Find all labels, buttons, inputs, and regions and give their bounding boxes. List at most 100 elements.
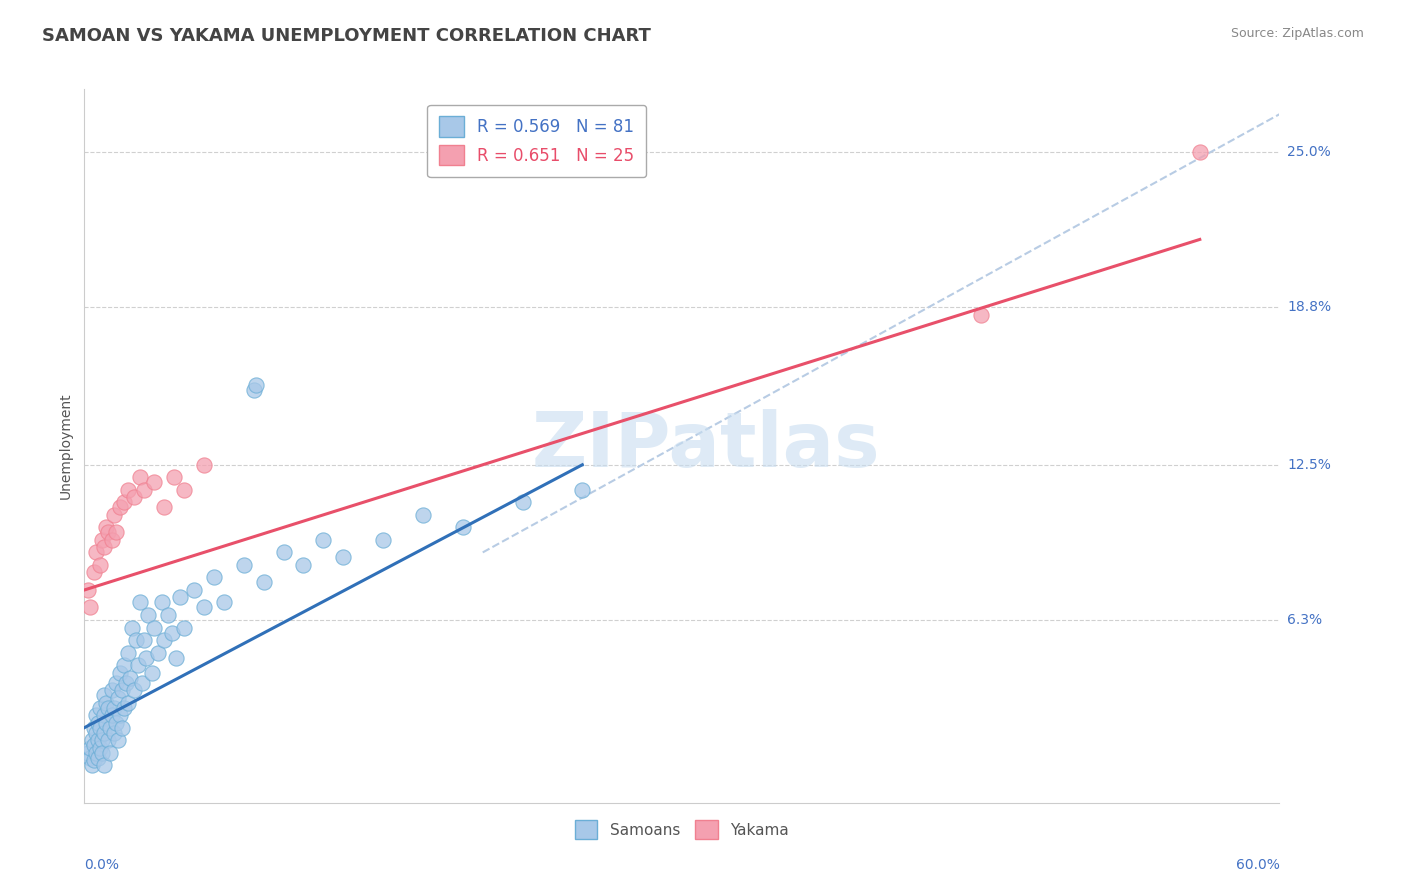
Point — [245, 377, 267, 392]
Point — [89, 558, 111, 572]
Point — [970, 308, 993, 322]
Point — [105, 715, 128, 730]
Legend: Samoans, Yakama: Samoans, Yakama — [568, 814, 796, 845]
Point — [127, 658, 149, 673]
Point — [141, 665, 163, 680]
Point — [93, 725, 115, 739]
Point — [312, 533, 335, 547]
Point — [91, 533, 114, 547]
Point — [101, 683, 124, 698]
Point — [82, 733, 104, 747]
Point — [91, 733, 114, 747]
Point — [512, 495, 534, 509]
Point — [86, 708, 108, 723]
Point — [163, 470, 186, 484]
Point — [111, 721, 134, 735]
Point — [451, 520, 474, 534]
Point — [103, 725, 125, 739]
Point — [79, 600, 101, 615]
Point — [101, 708, 124, 723]
Point — [122, 491, 145, 505]
Point — [112, 700, 135, 714]
Point — [112, 658, 135, 673]
Point — [98, 746, 121, 760]
Point — [87, 733, 110, 747]
Point — [117, 483, 139, 497]
Point — [212, 595, 235, 609]
Point — [93, 758, 115, 772]
Point — [131, 675, 153, 690]
Point — [153, 633, 176, 648]
Point — [110, 708, 132, 723]
Point — [193, 600, 215, 615]
Point — [83, 566, 105, 580]
Point — [96, 520, 118, 534]
Point — [107, 733, 129, 747]
Point — [83, 738, 105, 752]
Point — [173, 483, 195, 497]
Point — [93, 688, 115, 702]
Point — [202, 570, 225, 584]
Point — [132, 633, 156, 648]
Text: 25.0%: 25.0% — [1288, 145, 1331, 159]
Point — [96, 715, 118, 730]
Point — [173, 621, 195, 635]
Point — [89, 740, 111, 755]
Point — [121, 621, 143, 635]
Point — [160, 625, 183, 640]
Point — [373, 533, 395, 547]
Point — [86, 746, 108, 760]
Point — [273, 545, 295, 559]
Point — [135, 650, 157, 665]
Text: 60.0%: 60.0% — [1236, 858, 1279, 871]
Point — [83, 753, 105, 767]
Point — [93, 708, 115, 723]
Text: 12.5%: 12.5% — [1288, 458, 1331, 472]
Point — [332, 550, 354, 565]
Point — [89, 721, 111, 735]
Point — [183, 582, 205, 597]
Point — [143, 621, 166, 635]
Point — [93, 541, 115, 555]
Point — [412, 508, 434, 522]
Point — [87, 715, 110, 730]
Point — [110, 665, 132, 680]
Point — [77, 582, 100, 597]
Point — [103, 700, 125, 714]
Point — [146, 646, 169, 660]
Point — [1188, 145, 1211, 159]
Text: 0.0%: 0.0% — [84, 858, 120, 871]
Point — [77, 746, 100, 760]
Point — [193, 458, 215, 472]
Point — [86, 725, 108, 739]
Point — [111, 683, 134, 698]
Text: 6.3%: 6.3% — [1288, 613, 1323, 627]
Point — [97, 700, 120, 714]
Point — [165, 650, 187, 665]
Point — [117, 646, 139, 660]
Point — [150, 595, 173, 609]
Point — [96, 696, 118, 710]
Point — [83, 721, 105, 735]
Point — [132, 483, 156, 497]
Point — [110, 500, 132, 515]
Point — [105, 675, 128, 690]
Point — [136, 607, 159, 622]
Point — [157, 607, 180, 622]
Point — [112, 495, 135, 509]
Point — [122, 683, 145, 698]
Point — [105, 525, 128, 540]
Point — [129, 595, 152, 609]
Point — [125, 633, 148, 648]
Point — [79, 750, 101, 764]
Text: SAMOAN VS YAKAMA UNEMPLOYMENT CORRELATION CHART: SAMOAN VS YAKAMA UNEMPLOYMENT CORRELATIO… — [42, 27, 651, 45]
Point — [129, 470, 152, 484]
Y-axis label: Unemployment: Unemployment — [59, 392, 73, 500]
Point — [86, 545, 108, 559]
Point — [87, 750, 110, 764]
Point — [242, 383, 264, 397]
Text: ZIPatlas: ZIPatlas — [531, 409, 880, 483]
Text: 18.8%: 18.8% — [1288, 300, 1331, 314]
Point — [82, 758, 104, 772]
Point — [143, 475, 166, 490]
